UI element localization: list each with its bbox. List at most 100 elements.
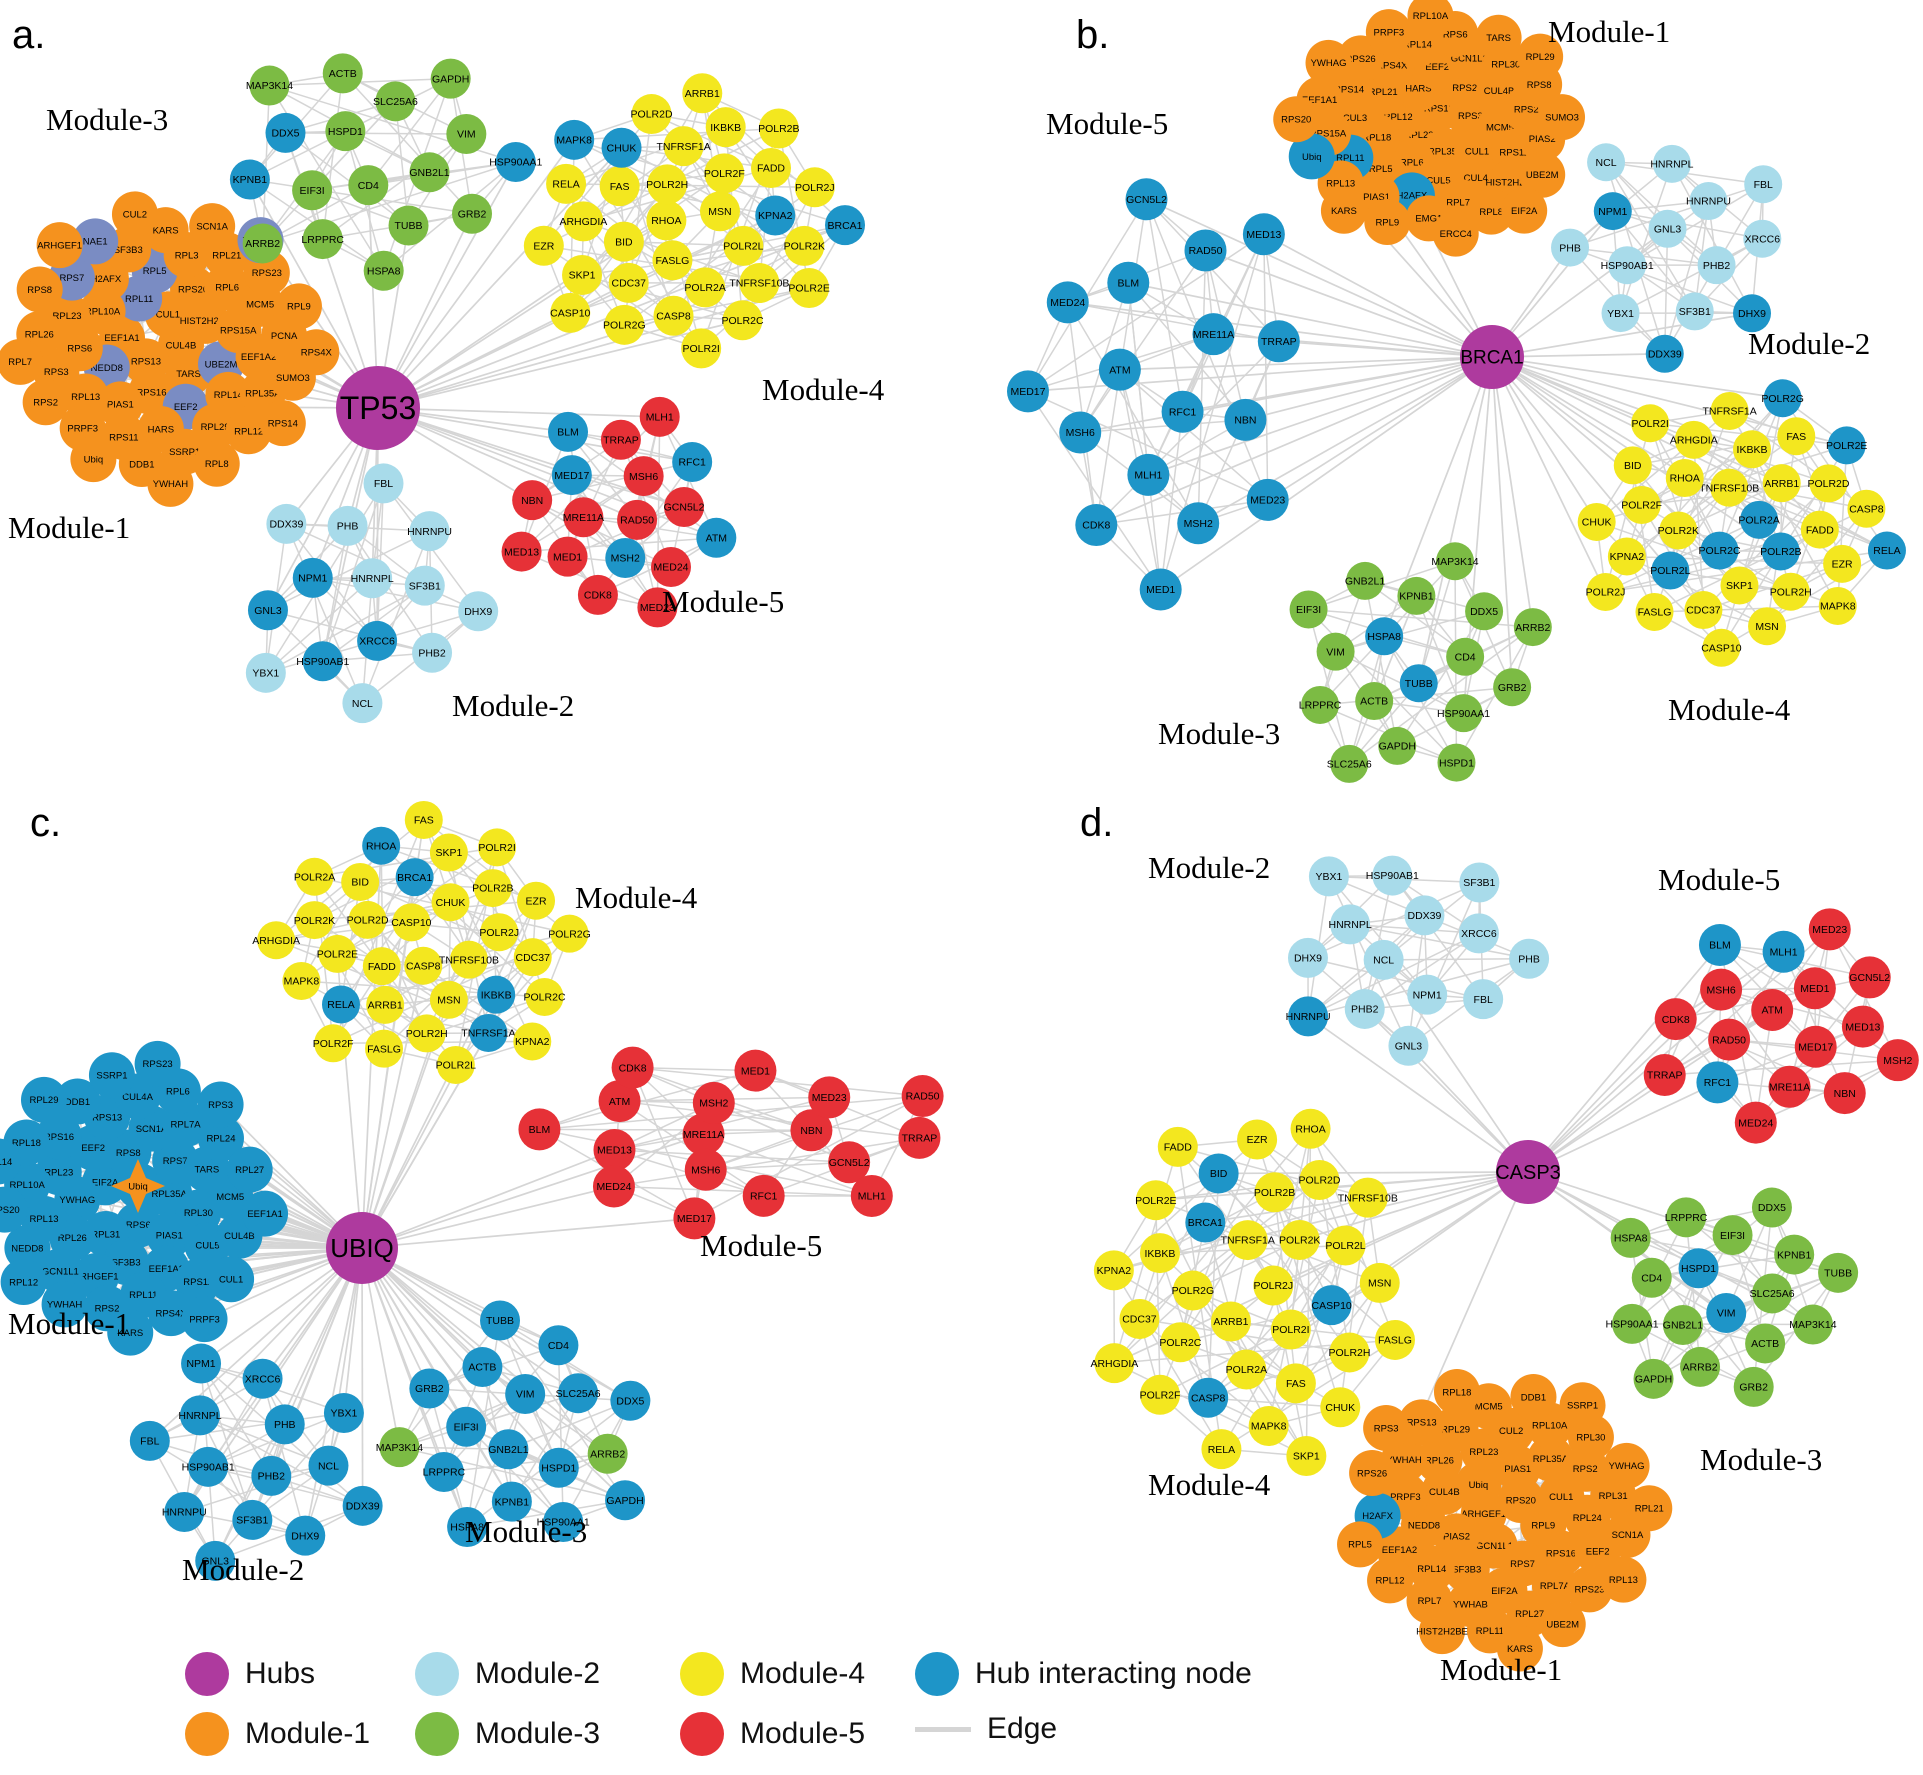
node-RPS3[interactable]: RPS3 — [1363, 1405, 1410, 1452]
node-circle-RPL13[interactable] — [1600, 1556, 1647, 1603]
node-circle-ARRB1[interactable] — [366, 985, 405, 1024]
node-circle-MED24[interactable] — [592, 1165, 635, 1208]
node-FASLG[interactable]: FASLG — [652, 240, 693, 281]
node-circle-FBL[interactable] — [129, 1420, 170, 1461]
node-PHB2[interactable]: PHB2 — [251, 1455, 292, 1496]
node-MSH6[interactable]: MSH6 — [684, 1148, 727, 1191]
node-MLH1[interactable]: MLH1 — [1762, 930, 1805, 973]
node-circle-EZR[interactable] — [1823, 544, 1862, 583]
node-POLR2B[interactable]: POLR2B — [1760, 532, 1802, 571]
node-circle-GAPDH[interactable] — [1633, 1358, 1674, 1399]
node-circle-CD4[interactable] — [538, 1325, 579, 1366]
node-circle-FASLG[interactable] — [652, 240, 693, 281]
node-circle-PHB2[interactable] — [1344, 988, 1385, 1029]
node-circle-PHB[interactable] — [264, 1404, 305, 1445]
node-POLR2L[interactable]: POLR2L — [436, 1045, 476, 1084]
node-RAD50[interactable]: RAD50 — [901, 1075, 944, 1118]
node-DDX39[interactable]: DDX39 — [342, 1485, 383, 1526]
node-circle-MED24[interactable] — [1046, 281, 1089, 324]
node-circle-FAS[interactable] — [404, 800, 443, 839]
node-circle-SKP1[interactable] — [429, 833, 468, 872]
node-circle-TRRAP[interactable] — [1643, 1054, 1686, 1097]
node-FADD[interactable]: FADD — [1800, 510, 1839, 549]
node-circle-TUBB[interactable] — [480, 1300, 521, 1341]
node-RPL9[interactable]: RPL9 — [1364, 199, 1411, 246]
node-BID[interactable]: BID — [341, 862, 380, 901]
node-circle-SUMO3[interactable] — [1539, 94, 1586, 141]
node-POLR2E[interactable]: POLR2E — [1135, 1180, 1177, 1221]
node-POLR2K[interactable]: POLR2K — [1279, 1219, 1320, 1260]
node-circle-RPL29[interactable] — [192, 403, 239, 450]
node-circle-PHB[interactable] — [1551, 228, 1590, 267]
node-FBL[interactable]: FBL — [129, 1420, 170, 1461]
node-circle-SCN1A[interactable] — [189, 203, 236, 250]
node-circle-POLR2D[interactable] — [1809, 464, 1848, 503]
node-circle-POLR2B[interactable] — [1761, 532, 1800, 571]
node-MLH1[interactable]: MLH1 — [639, 396, 680, 437]
node-circle-CUL2[interactable] — [111, 191, 158, 238]
node-MED13[interactable]: MED13 — [501, 531, 542, 572]
node-CHUK[interactable]: CHUK — [431, 883, 470, 922]
node-circle-TNFRSF10B[interactable] — [1347, 1177, 1388, 1218]
node-circle-RAD50[interactable] — [617, 499, 658, 540]
node-YBX1[interactable]: YBX1 — [245, 652, 286, 693]
node-circle-RFC1[interactable] — [672, 442, 713, 483]
node-SKP1[interactable]: SKP1 — [429, 833, 468, 872]
node-circle-DDX39[interactable] — [266, 503, 307, 544]
node-circle-NEDD8[interactable] — [4, 1224, 51, 1271]
node-KPNA2[interactable]: KPNA2 — [755, 195, 796, 236]
node-circle-RPL12[interactable] — [0, 1258, 47, 1305]
node-circle-TNFRSF1A[interactable] — [1227, 1220, 1268, 1261]
node-POLR2J[interactable]: POLR2J — [794, 167, 835, 208]
node-ACTB[interactable]: ACTB — [1745, 1323, 1786, 1364]
node-circle-HNRNPL[interactable] — [1330, 904, 1371, 945]
node-MSH6[interactable]: MSH6 — [623, 456, 664, 497]
node-circle-ARHGDIA[interactable] — [563, 201, 604, 242]
node-circle-HSP90AA1[interactable] — [495, 142, 536, 183]
node-circle-CDK8[interactable] — [1075, 504, 1118, 547]
node-circle-RPS3[interactable] — [197, 1081, 244, 1128]
node-circle-POLR2J[interactable] — [480, 913, 519, 952]
node-circle-MED1[interactable] — [1139, 568, 1182, 611]
node-circle-XRCC6[interactable] — [1743, 219, 1782, 258]
node-DHX9[interactable]: DHX9 — [1287, 937, 1328, 978]
node-TRRAP[interactable]: TRRAP — [898, 1116, 941, 1159]
node-circle-ATM[interactable] — [598, 1080, 641, 1123]
node-PHB[interactable]: PHB — [1551, 228, 1590, 267]
node-circle-NPM1[interactable] — [1593, 192, 1632, 231]
node-circle-POLR2B[interactable] — [473, 869, 512, 908]
node-circle-ERCC4[interactable] — [1432, 210, 1479, 257]
node-circle-NBN[interactable] — [1823, 1072, 1866, 1115]
node-circle-SLC25A6[interactable] — [558, 1373, 599, 1414]
node-SF3B1[interactable]: SF3B1 — [1675, 292, 1714, 331]
node-circle-NCL[interactable] — [308, 1445, 349, 1486]
node-PHB2[interactable]: PHB2 — [1344, 988, 1385, 1029]
node-circle-EIF3I[interactable] — [1289, 590, 1328, 629]
node-circle-RFC1[interactable] — [1696, 1061, 1739, 1104]
node-circle-KPNA2[interactable] — [1093, 1250, 1134, 1291]
node-circle-PHB2[interactable] — [1697, 246, 1736, 285]
node-circle-UBE2M[interactable] — [1519, 151, 1566, 198]
node-circle-SF3B1[interactable] — [1459, 862, 1500, 903]
node-CDC37[interactable]: CDC37 — [1119, 1298, 1160, 1339]
node-circle-MAPK8[interactable] — [554, 119, 595, 160]
node-FADD[interactable]: FADD — [1157, 1126, 1198, 1167]
node-DDX39[interactable]: DDX39 — [266, 503, 307, 544]
node-IKBKB[interactable]: IKBKB — [1139, 1233, 1180, 1274]
node-MSN[interactable]: MSN — [1359, 1262, 1400, 1303]
node-ARRB2[interactable]: ARRB2 — [1680, 1346, 1721, 1387]
node-circle-KARS[interactable] — [107, 1309, 154, 1356]
node-circle-DDX39[interactable] — [342, 1485, 383, 1526]
node-circle-FBL[interactable] — [1463, 979, 1504, 1020]
node-circle-DDX39[interactable] — [1404, 895, 1445, 936]
node-circle-PRPF3[interactable] — [1365, 9, 1412, 56]
node-circle-FAS[interactable] — [1777, 417, 1816, 456]
node-circle-YBX1[interactable] — [245, 652, 286, 693]
node-SF3B1[interactable]: SF3B1 — [404, 565, 445, 606]
node-circle-HNRNPU[interactable] — [164, 1491, 205, 1532]
node-SSRP1[interactable]: SSRP1 — [88, 1052, 135, 1099]
node-ARRB2[interactable]: ARRB2 — [1513, 608, 1552, 647]
node-circle-HNRNPL[interactable] — [1652, 144, 1691, 183]
node-circle-RPS23[interactable] — [134, 1040, 181, 1087]
node-circle-ARHGEF1[interactable] — [36, 222, 83, 269]
